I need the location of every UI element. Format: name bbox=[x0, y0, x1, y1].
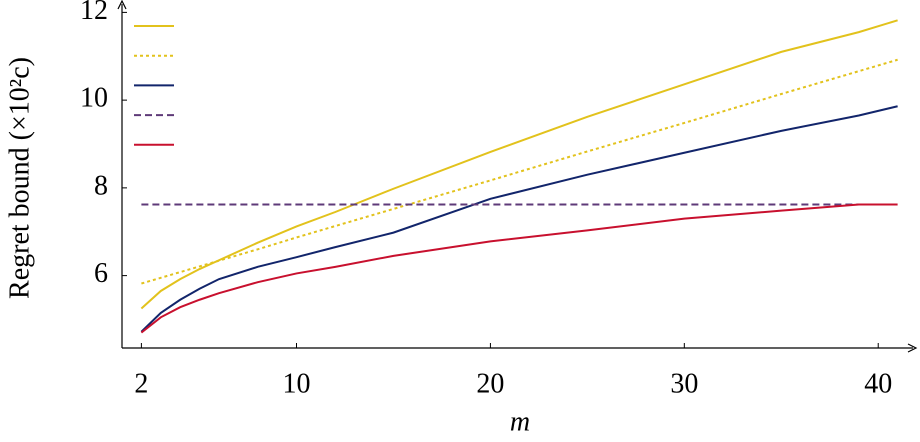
y-tick-label: 8 bbox=[94, 170, 108, 201]
series-line bbox=[140, 203, 898, 334]
y-tick-label: 12 bbox=[80, 0, 108, 26]
y-axis-arrow bbox=[117, 0, 127, 10]
y-axis-label: Regret bound (×10²c) bbox=[4, 57, 35, 299]
x-tick-label: 40 bbox=[864, 368, 892, 399]
y-tick-label: 10 bbox=[80, 83, 108, 114]
x-tick-label: 10 bbox=[283, 368, 311, 399]
x-tick-label: 20 bbox=[476, 368, 504, 399]
series-line bbox=[140, 105, 898, 333]
y-tick-label: 6 bbox=[94, 258, 108, 289]
x-tick-label: 30 bbox=[670, 368, 698, 399]
x-axis-arrow bbox=[907, 343, 918, 353]
x-axis-label: m bbox=[510, 406, 530, 437]
series-line bbox=[140, 19, 898, 310]
x-tick-label: 2 bbox=[134, 368, 148, 399]
series-line bbox=[141, 58, 898, 285]
